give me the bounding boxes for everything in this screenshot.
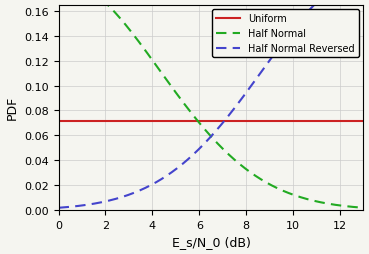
Uniform — [300, 120, 304, 123]
Half Normal Reversed — [191, 154, 195, 157]
Half Normal Reversed — [294, 24, 299, 27]
Uniform — [191, 120, 195, 123]
Half Normal Reversed — [266, 62, 270, 65]
Half Normal — [300, 196, 304, 199]
Half Normal — [180, 100, 184, 103]
X-axis label: E_s/N_0 (dB): E_s/N_0 (dB) — [172, 235, 251, 248]
Uniform — [56, 120, 61, 123]
Uniform — [361, 120, 366, 123]
Y-axis label: PDF: PDF — [6, 96, 18, 120]
Half Normal — [266, 182, 270, 185]
Uniform — [294, 120, 299, 123]
Line: Half Normal Reversed: Half Normal Reversed — [59, 0, 363, 208]
Uniform — [180, 120, 184, 123]
Half Normal — [191, 114, 195, 117]
Half Normal Reversed — [56, 207, 61, 210]
Half Normal — [294, 195, 299, 198]
Legend: Uniform, Half Normal, Half Normal Reversed: Uniform, Half Normal, Half Normal Revers… — [212, 10, 359, 58]
Half Normal Reversed — [87, 203, 92, 206]
Half Normal Reversed — [300, 18, 304, 21]
Uniform — [87, 120, 92, 123]
Uniform — [266, 120, 270, 123]
Half Normal — [361, 207, 366, 210]
Line: Half Normal: Half Normal — [59, 0, 363, 208]
Half Normal Reversed — [180, 163, 184, 166]
